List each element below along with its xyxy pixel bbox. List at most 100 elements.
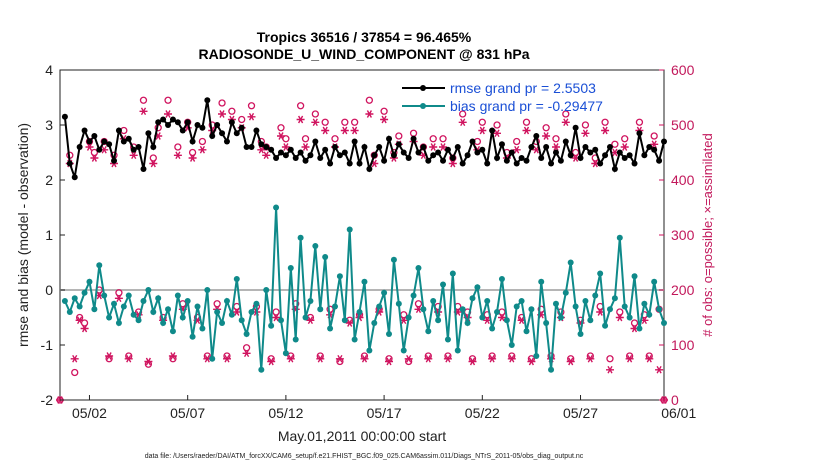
bias-point: [120, 303, 127, 310]
bias-point: [199, 325, 206, 332]
y-right-tick-label: 100: [671, 337, 695, 353]
bias-point: [621, 303, 628, 310]
bias-point: [86, 278, 93, 285]
obs-assimilated-marker: [90, 154, 99, 162]
rmse-point: [435, 149, 442, 156]
rmse-point: [381, 157, 388, 164]
obs-assimilated-marker: [267, 357, 276, 366]
obs-assimilated-marker: [468, 357, 477, 366]
bias-point: [351, 336, 358, 343]
rmse-point: [587, 149, 594, 156]
bias-point: [577, 331, 584, 337]
bias-point: [636, 325, 643, 332]
obs-possible-marker: [188, 148, 197, 157]
bias-point: [204, 287, 211, 293]
rmse-point: [430, 152, 437, 159]
obs-assimilated-marker: [335, 354, 344, 363]
rmse-point: [400, 149, 407, 156]
rmse-point: [268, 146, 275, 153]
rmse-point: [371, 152, 378, 159]
rmse-point: [538, 155, 545, 161]
bias-point: [96, 262, 103, 269]
rmse-point: [484, 160, 491, 167]
rmse-point: [155, 119, 162, 126]
obs-possible-marker: [311, 110, 319, 118]
bias-point: [430, 298, 437, 304]
obs-assimilated-marker: [458, 118, 467, 127]
bias-point: [160, 320, 167, 326]
bias-point: [557, 314, 564, 321]
ticks-layer: 05/02 05/07 05/12 05/17 05/22 05/27 06/01 -2 -1 0…: [41, 62, 697, 421]
obs-assimilated-marker: [498, 313, 506, 322]
obs-assimilated-marker: [365, 110, 374, 118]
x-tick-label: 05/22: [465, 405, 500, 421]
obs-possible-marker: [439, 135, 447, 143]
bias-point: [641, 300, 648, 307]
bias-point: [327, 325, 334, 332]
y-right-tick-label: 0: [671, 392, 679, 408]
rmse-point: [331, 144, 338, 150]
y-axis-label-right: # of obs: o=possible; ×=assimilated: [700, 133, 715, 336]
rmse-point: [611, 166, 618, 172]
rmse-point: [341, 149, 348, 156]
bias-point: [395, 300, 402, 307]
obs-assimilated-marker: [645, 354, 654, 363]
obs-assimilated-marker: [439, 143, 447, 151]
bias-point: [371, 320, 378, 326]
obs-possible-marker: [341, 118, 349, 126]
rmse-point: [656, 157, 663, 164]
rmse-point: [174, 119, 181, 126]
rmse-point: [444, 146, 451, 153]
legend-bias-marker: [420, 103, 426, 109]
obs-possible-marker: [321, 118, 329, 126]
obs-possible-marker: [493, 121, 501, 129]
legend-rmse-marker: [420, 85, 426, 91]
rmse-point: [651, 146, 658, 153]
obs-assimilated-marker: [168, 352, 177, 360]
rmse-point: [120, 138, 127, 145]
obs-possible-marker: [228, 107, 236, 115]
legend-bias-label: bias grand pr = -0.29477: [450, 98, 603, 114]
bias-point: [331, 303, 338, 310]
bias-point: [425, 328, 432, 335]
obs-assimilated-marker: [277, 132, 285, 140]
obs-assimilated-marker: [164, 110, 172, 118]
obs-possible-marker: [301, 135, 310, 143]
bias-point: [233, 276, 240, 282]
bias-point: [130, 311, 137, 318]
bias-point: [111, 300, 118, 307]
obs-possible-marker: [616, 308, 624, 316]
bias-point: [503, 317, 510, 324]
bias-point: [386, 331, 393, 337]
y-tick-label: 1: [45, 227, 53, 243]
rmse-point: [592, 146, 599, 153]
x-tick-label: 06/01: [661, 405, 696, 421]
rmse-point: [498, 141, 505, 148]
bias-point: [209, 355, 216, 362]
rmse-point: [376, 144, 383, 150]
bias-point: [155, 295, 162, 302]
rmse-point: [386, 135, 393, 142]
rmse-point: [390, 152, 397, 159]
rmse-point: [322, 146, 329, 153]
bias-point: [592, 292, 599, 299]
bias-point: [646, 311, 653, 318]
obs-assimilated-marker: [198, 145, 207, 154]
y-tick-label: 2: [45, 172, 53, 188]
bias-point: [513, 303, 520, 310]
x-tick-label: 05/02: [72, 405, 107, 421]
obs-possible-marker: [139, 96, 148, 104]
obs-possible-marker: [326, 305, 334, 313]
rmse-point: [312, 138, 319, 145]
rmse-point: [263, 144, 270, 150]
obs-possible-marker: [272, 308, 280, 316]
obs-assimilated-marker: [316, 354, 325, 363]
rmse-point: [101, 138, 108, 145]
rmse-point: [258, 141, 265, 148]
bias-point: [312, 243, 319, 249]
obs-possible-marker: [242, 344, 251, 352]
x-tick-label: 05/12: [268, 405, 303, 421]
rmse-point: [543, 144, 550, 150]
obs-assimilated-marker: [606, 365, 614, 374]
obs-possible-marker: [611, 140, 619, 148]
